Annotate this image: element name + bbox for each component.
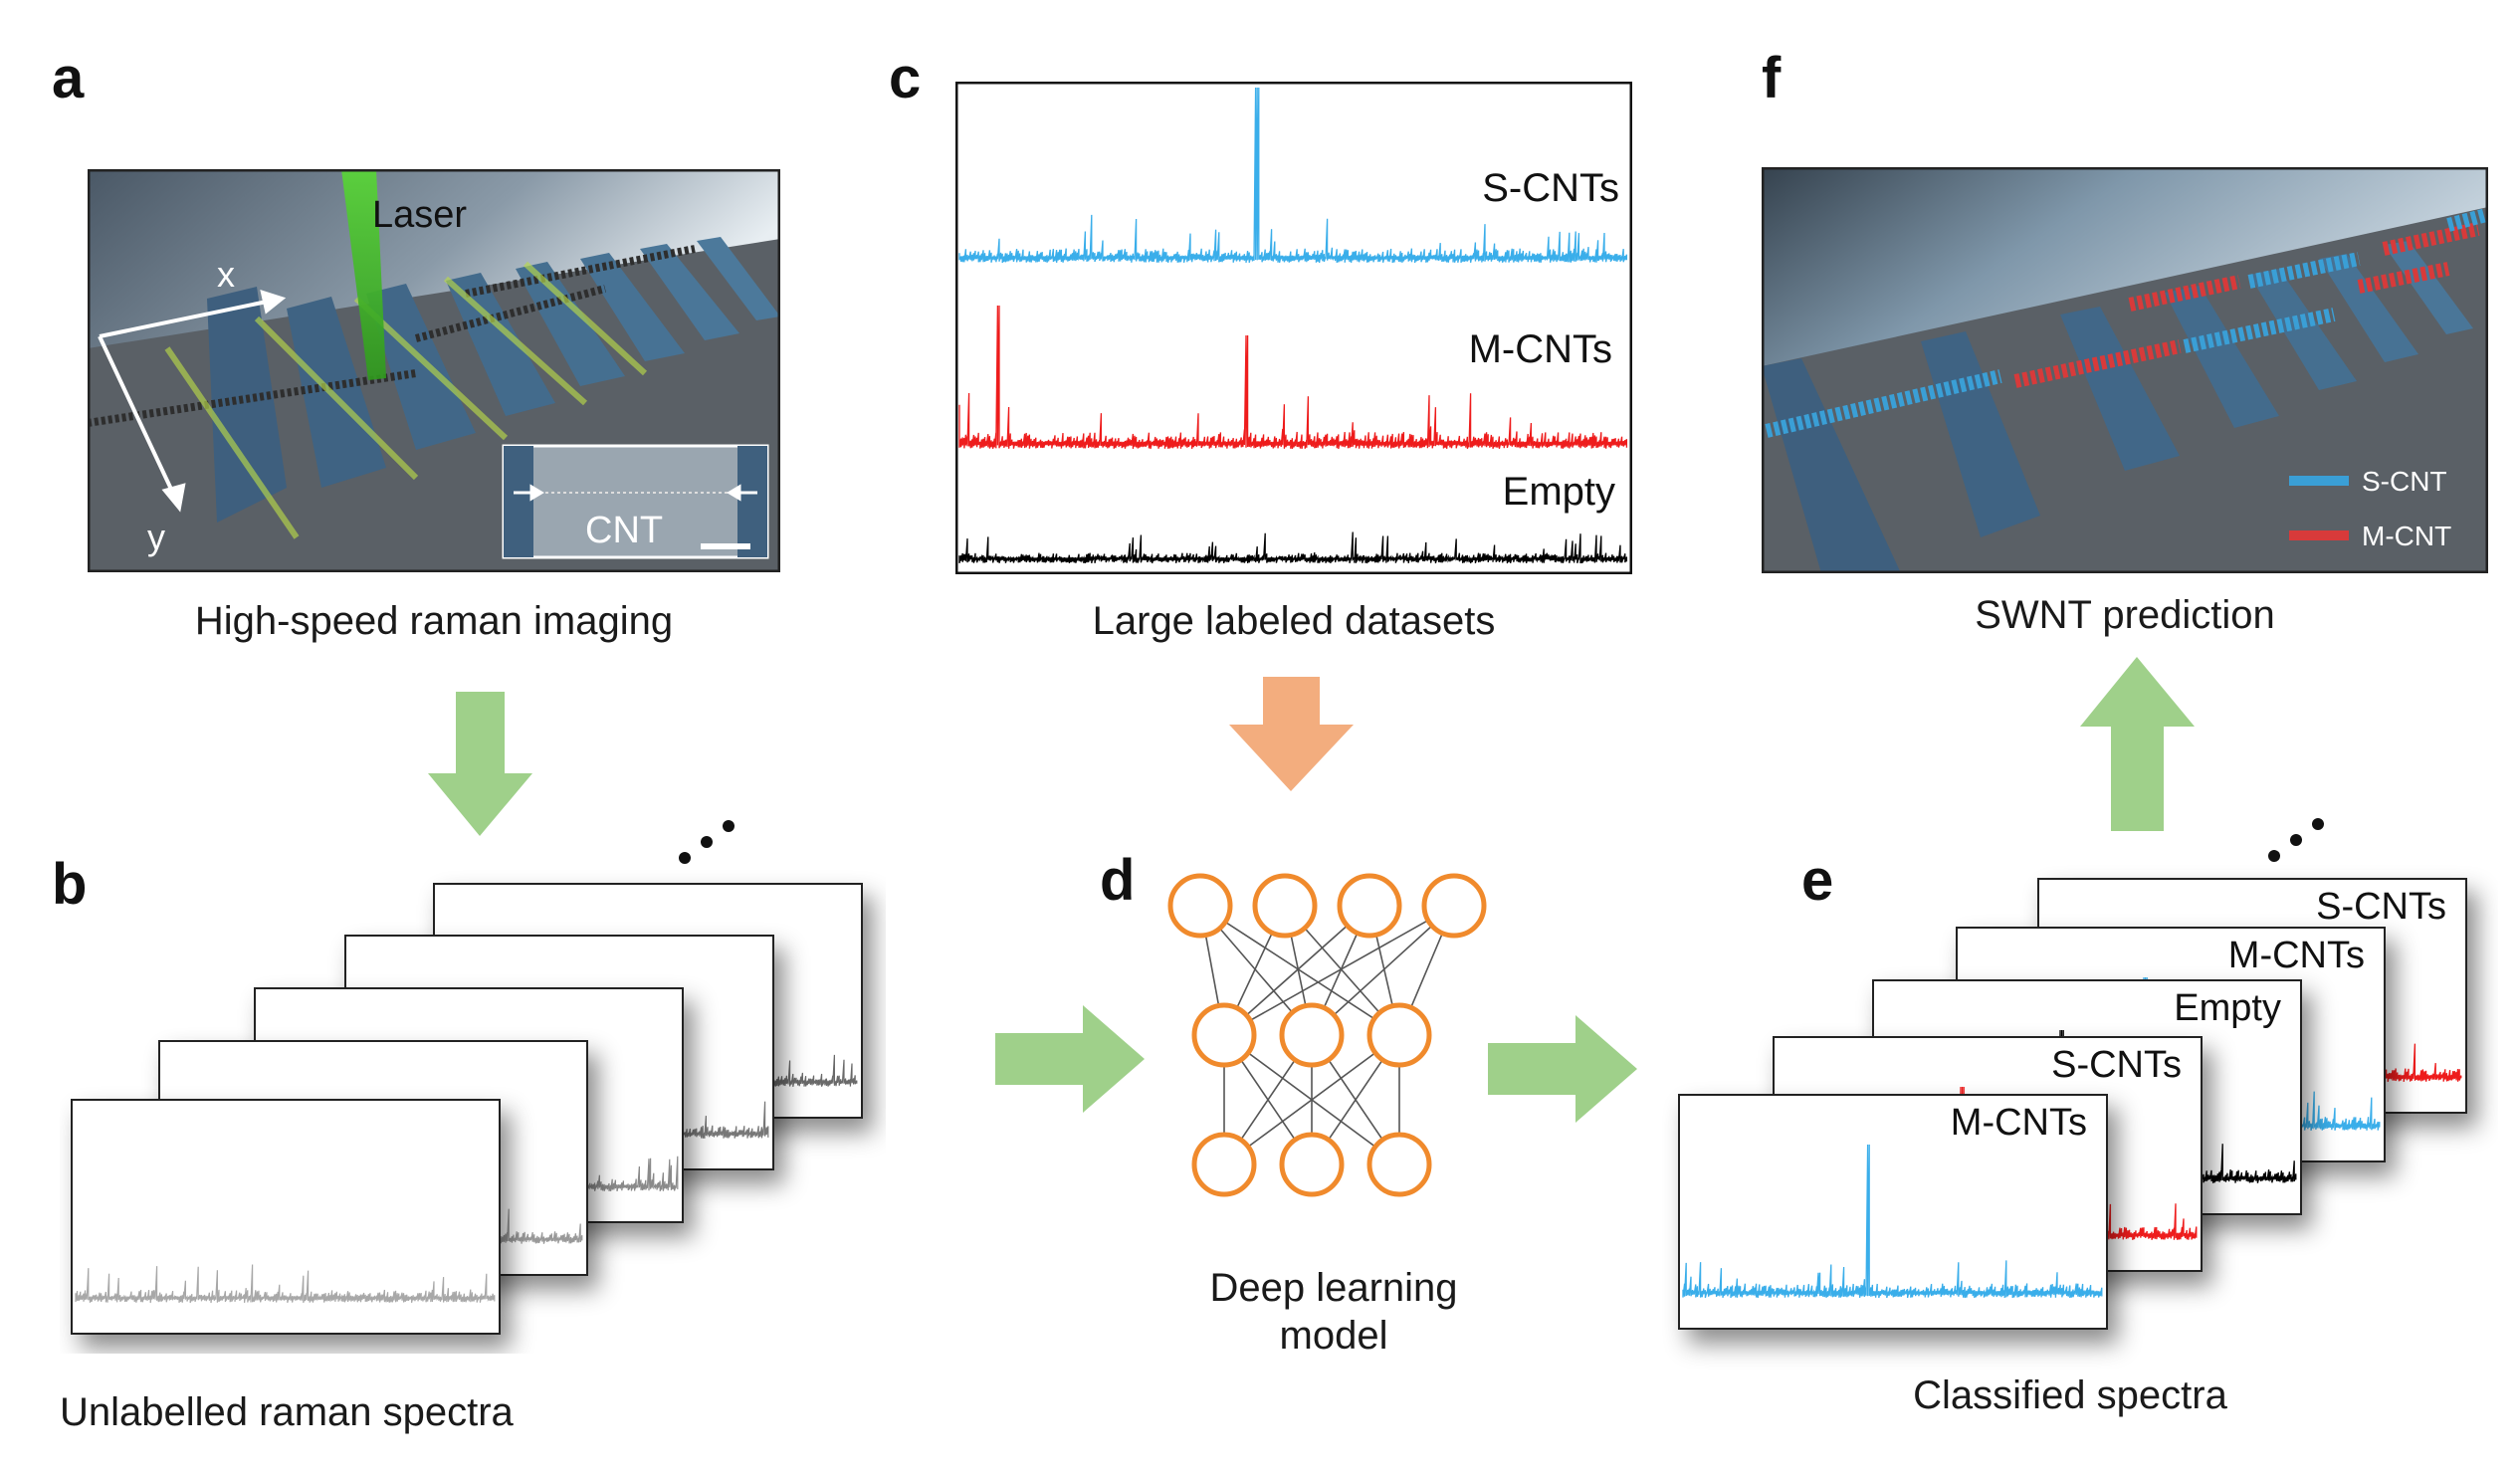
label-s-cnts: S-CNTs <box>1482 166 1619 210</box>
panel-e-caption: Classified spectra <box>1913 1373 2227 1417</box>
panel-letter-c: c <box>889 46 922 110</box>
classified-cnts <box>1765 208 2488 438</box>
card-label: S-CNTs <box>2316 886 2446 928</box>
panel-letter-d: d <box>1100 848 1136 913</box>
panel-d-network <box>1167 873 1487 1197</box>
panel-b-stack <box>71 820 863 1335</box>
card-label: Empty <box>2174 987 2281 1029</box>
legend-m-cnt: M-CNT <box>2362 521 2451 551</box>
nn-node <box>1279 1002 1345 1068</box>
axis-x-label: x <box>217 254 235 295</box>
laser-beam <box>341 169 386 380</box>
cnt-wires <box>88 245 696 427</box>
scale-bar <box>701 543 750 549</box>
classified-card: M-CNTs <box>1678 1094 2108 1330</box>
spectrum-card <box>71 1099 501 1335</box>
arrow-b-to-d <box>995 1005 1145 1113</box>
panel-a-render: Laser x y CNT <box>88 169 780 572</box>
panel-d-caption-line2: model <box>1279 1314 1388 1358</box>
nn-edge <box>1223 905 1370 1036</box>
panel-letter-b: b <box>52 852 88 917</box>
nn-node <box>1337 873 1402 939</box>
panel-letter-e: e <box>1801 848 1834 913</box>
panel-d-caption: Deep learning model <box>1145 1264 1523 1360</box>
nn-node <box>1366 1132 1432 1197</box>
panel-c-spectra: S-CNTs M-CNTs Empty <box>955 82 1632 574</box>
panel-letter-a: a <box>52 46 85 110</box>
card-label: M-CNTs <box>1951 1102 2087 1144</box>
nn-node <box>1167 873 1233 939</box>
more-ellipsis <box>679 820 735 864</box>
spectrum-m-cnts <box>958 305 1628 450</box>
legend-f: S-CNT M-CNT <box>2289 466 2451 551</box>
nn-node <box>1366 1002 1432 1068</box>
nn-edge <box>1199 905 1400 1036</box>
card-label: M-CNTs <box>2228 935 2365 976</box>
spectrum-empty <box>958 531 1628 564</box>
more-ellipsis-e <box>2268 818 2324 862</box>
trench-bars <box>207 237 780 523</box>
spectrum-s-cnts <box>958 87 1628 264</box>
panel-f-render: S-CNT M-CNT <box>1762 167 2488 573</box>
arrow-e-to-f <box>2080 657 2195 831</box>
panel-d-caption-line1: Deep learning <box>1209 1266 1458 1310</box>
trench-bars-f <box>1762 241 2473 573</box>
nn-node <box>1191 1132 1257 1197</box>
arrow-a-to-b <box>428 692 532 836</box>
axis-y-label: y <box>147 517 165 557</box>
panel-f-caption: SWNT prediction <box>1975 593 2275 637</box>
inset-cnt-label: CNT <box>585 510 663 551</box>
nn-edge <box>1223 905 1455 1036</box>
axis-arrows <box>98 290 287 513</box>
nn-node <box>1191 1002 1257 1068</box>
card-label: S-CNTs <box>2051 1044 2182 1086</box>
panel-c-caption: Large labeled datasets <box>1092 599 1496 643</box>
panel-b-caption: Unlabelled raman spectra <box>60 1390 514 1434</box>
label-empty: Empty <box>1503 470 1615 514</box>
arrow-d-to-e <box>1488 1015 1637 1123</box>
nn-edge <box>1223 1034 1400 1165</box>
arrow-c-to-d <box>1229 677 1354 791</box>
panel-a-caption: High-speed raman imaging <box>194 599 674 643</box>
laser-label: Laser <box>372 194 467 236</box>
legend-s-cnt: S-CNT <box>2362 466 2447 497</box>
nn-node <box>1252 873 1318 939</box>
nn-node <box>1279 1132 1345 1197</box>
label-m-cnts: M-CNTs <box>1469 327 1612 371</box>
panel-letter-f: f <box>1762 46 1782 110</box>
nn-node <box>1421 873 1487 939</box>
cnt-inset: CNT <box>502 444 769 559</box>
panel-e-stack: S-CNTs M-CNTs Empty S-CNTs M-CNTs <box>1678 818 2467 1330</box>
